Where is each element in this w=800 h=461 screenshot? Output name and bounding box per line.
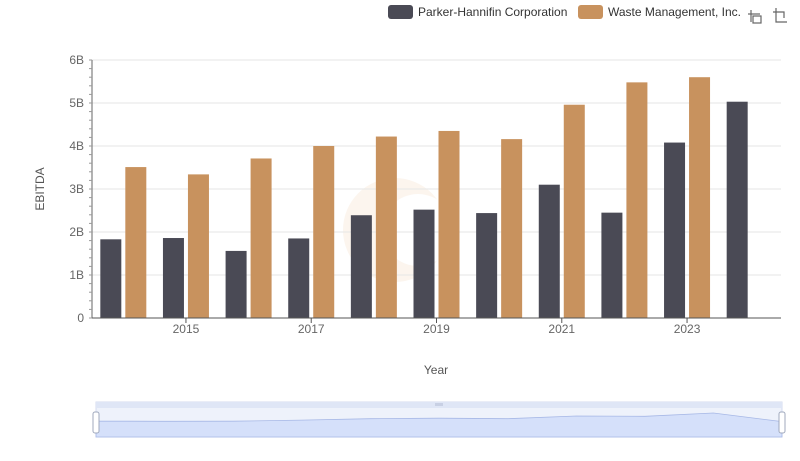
bar-waste-management-2019[interactable] xyxy=(438,130,460,318)
bar-parker-hannifin-2014[interactable] xyxy=(100,239,122,318)
slider-handle-left[interactable] xyxy=(92,411,100,434)
bar-parker-hannifin-2015[interactable] xyxy=(162,238,184,318)
slider-handle-right[interactable] xyxy=(778,411,786,434)
bar-waste-management-2018[interactable] xyxy=(375,136,397,318)
y-tick-label: 3B xyxy=(69,182,84,196)
bar-waste-management-2015[interactable] xyxy=(187,174,209,318)
bar-parker-hannifin-2020[interactable] xyxy=(476,213,498,318)
y-tick-label: 5B xyxy=(69,96,84,110)
y-axis-title: EBITDA xyxy=(33,167,47,210)
bar-parker-hannifin-2022[interactable] xyxy=(601,212,623,318)
legend-swatch xyxy=(388,5,413,19)
bar-parker-hannifin-2021[interactable] xyxy=(538,184,560,318)
bar-waste-management-2020[interactable] xyxy=(501,139,523,318)
legend-label: Parker-Hannifin Corporation xyxy=(418,5,567,19)
bars xyxy=(100,77,748,319)
legend-item-waste-management[interactable]: Waste Management, Inc. xyxy=(578,5,741,19)
x-axis-title: Year xyxy=(424,363,448,377)
y-axis-ticks: 0 1B 2B 3B 4B 5B 6B xyxy=(69,53,93,325)
y-tick-label: 1B xyxy=(69,268,84,282)
y-tick-label: 6B xyxy=(69,53,84,67)
y-tick-label: 4B xyxy=(69,139,84,153)
zoom-reset-icon[interactable] xyxy=(773,8,787,23)
bar-waste-management-2022[interactable] xyxy=(626,82,648,318)
bar-parker-hannifin-2024[interactable] xyxy=(726,101,748,319)
legend-label: Waste Management, Inc. xyxy=(608,5,741,19)
bar-parker-hannifin-2018[interactable] xyxy=(350,215,372,318)
data-zoom-slider[interactable] xyxy=(92,401,786,438)
y-tick-label: 0 xyxy=(77,311,84,325)
bar-parker-hannifin-2016[interactable] xyxy=(225,250,247,318)
bar-waste-management-2017[interactable] xyxy=(313,146,335,318)
y-tick-label: 2B xyxy=(69,225,84,239)
x-tick-label: 2021 xyxy=(548,322,575,336)
x-tick-label: 2023 xyxy=(674,322,701,336)
x-tick-label: 2017 xyxy=(298,322,325,336)
legend: Parker-Hannifin Corporation Waste Managem… xyxy=(388,5,741,19)
bar-waste-management-2014[interactable] xyxy=(125,167,147,318)
bar-waste-management-2021[interactable] xyxy=(563,104,585,318)
x-axis: 2015 2017 2019 2021 2023 xyxy=(92,317,781,336)
slider-preview-area xyxy=(95,412,783,438)
bar-parker-hannifin-2017[interactable] xyxy=(288,238,310,318)
x-tick-label: 2015 xyxy=(173,322,200,336)
bar-parker-hannifin-2019[interactable] xyxy=(413,209,435,318)
zoom-select-icon[interactable] xyxy=(748,10,762,24)
legend-swatch xyxy=(578,5,603,19)
bar-waste-management-2023[interactable] xyxy=(689,77,711,318)
legend-item-parker-hannifin[interactable]: Parker-Hannifin Corporation xyxy=(388,5,567,19)
slider-grip[interactable] xyxy=(435,403,443,406)
bar-parker-hannifin-2023[interactable] xyxy=(664,142,686,318)
x-tick-label: 2019 xyxy=(423,322,450,336)
bar-waste-management-2016[interactable] xyxy=(250,158,272,318)
